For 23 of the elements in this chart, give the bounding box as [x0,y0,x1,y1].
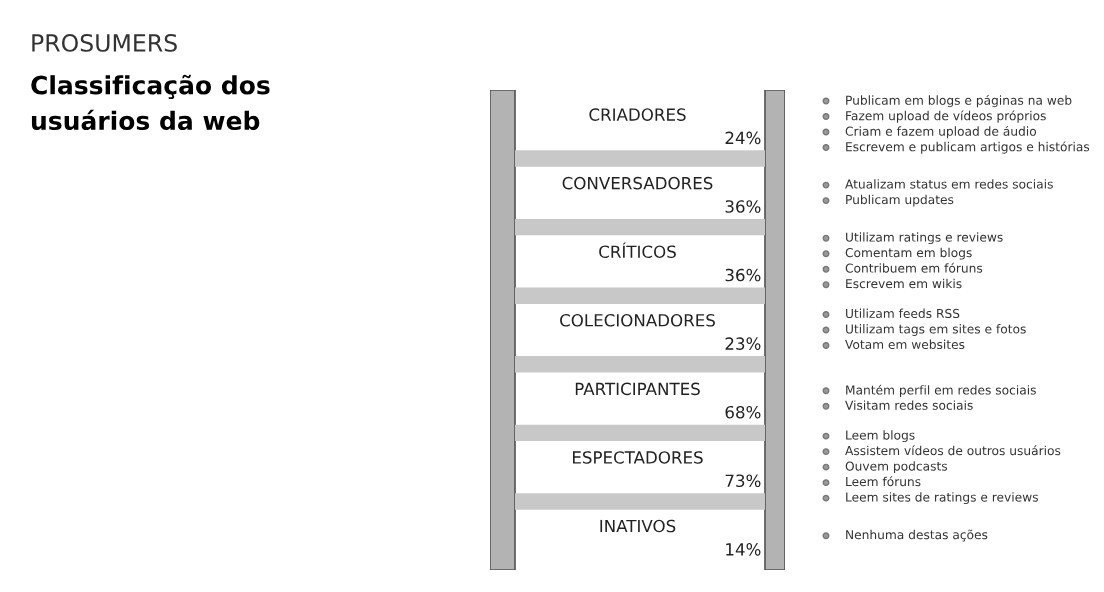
category-label: PARTICIPANTES [575,382,700,396]
data-label: 14% [726,543,761,556]
data-label: 23% [725,337,761,350]
text: Nenhuma destas ações [846,529,988,542]
data-label: 36% [725,268,761,282]
category-label: CRIADORES [589,108,686,121]
text: Mantém perfil em redes sociais Visitam redes sociais [845,384,1036,410]
text: Classificação dos usuários da web [31,74,270,131]
text: Atualizam status em redes sociais Publicam updates [845,179,1053,207]
text: Publicam em blogs e páginas na web Fazem upload de vídeos próprios Criam e fazem upload de áudio Escrevem e publicam artigos e histórias [845,94,1090,154]
category-label: CRÍTICOS [599,242,676,259]
category-label: ESPECTADORES [573,451,703,464]
data-label: 24% [725,131,761,145]
text: PROSUMERS [32,33,177,52]
data-label: 68% [725,405,761,419]
category-label: COLECIONADORES [560,314,715,327]
text: Utilizam feeds RSS Utilizam tags em sites e fotos Votam em websites [845,308,1026,350]
data-label: 73% [725,474,761,488]
text: Utilizam ratings e reviews Comentam em blogs Contribuem em fóruns Escrevem em wikis [845,232,1003,289]
data-label: 36% [725,200,761,213]
text: Leem blogs Assistem vídeos de outros usuários Ouvem podcasts Leem fóruns Leem sites de ratings e reviews [845,430,1061,505]
category-label: CONVERSADORES [562,176,713,190]
category-label: INATIVOS [600,519,676,533]
